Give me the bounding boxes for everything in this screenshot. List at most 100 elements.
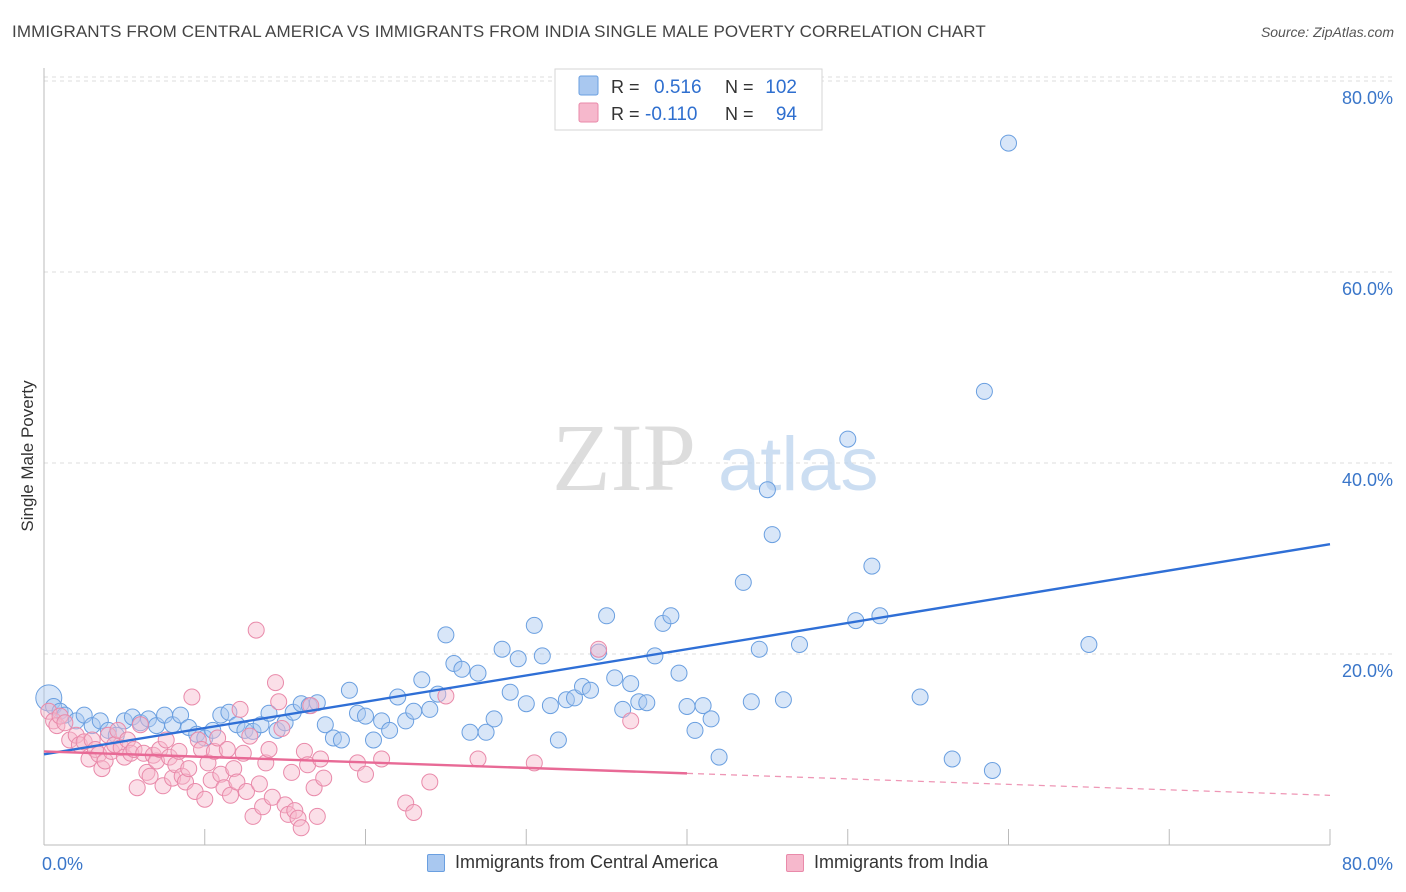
watermark: ZIP atlas xyxy=(552,404,879,511)
legend-swatch-pink xyxy=(578,102,599,123)
point-central-america-54 xyxy=(469,664,487,682)
bottom-legend: Immigrants from Central America Immigran… xyxy=(0,852,1406,878)
point-central-america-50 xyxy=(437,626,455,644)
legend-swatch-blue xyxy=(578,75,599,96)
point-india-28 xyxy=(141,767,159,785)
point-central-america-67 xyxy=(574,678,591,695)
point-india-0 xyxy=(40,702,58,720)
legend-marker-blue xyxy=(427,853,445,872)
point-india-48 xyxy=(205,742,223,760)
point-india-74 xyxy=(289,809,307,827)
point-india-80 xyxy=(308,807,326,825)
point-india-62 xyxy=(250,775,268,793)
point-central-america-55 xyxy=(477,723,495,741)
point-central-america-8 xyxy=(99,721,117,739)
point-india-84 xyxy=(357,765,374,783)
point-india-52 xyxy=(218,741,236,758)
point-central-america-71 xyxy=(606,669,624,687)
series-india-points xyxy=(40,621,640,837)
point-india-25 xyxy=(131,716,149,734)
watermark-zip: ZIP xyxy=(552,404,696,511)
point-central-america-59 xyxy=(509,650,527,668)
y-axis-title: Single Male Poverty xyxy=(18,380,37,532)
point-central-america-68 xyxy=(582,681,599,699)
point-central-america-37 xyxy=(332,731,350,749)
stats-legend: R = 0.516 N = 102 R = -0.110 N = 94 xyxy=(554,68,823,131)
point-central-america-38 xyxy=(340,681,358,699)
point-central-america-63 xyxy=(541,697,559,715)
point-india-49 xyxy=(209,729,227,747)
point-india-66 xyxy=(263,788,281,806)
x-tick-label-min: 0.0% xyxy=(42,854,83,874)
point-central-america-70 xyxy=(598,607,616,625)
point-india-47 xyxy=(202,771,220,789)
point-india-41 xyxy=(183,688,201,706)
point-central-america-82 xyxy=(694,697,712,715)
x-tick-label-max: 80.0% xyxy=(1342,854,1393,874)
point-central-america-35 xyxy=(316,716,334,734)
point-central-america-97 xyxy=(943,750,961,768)
point-central-america-52 xyxy=(453,660,471,678)
point-central-america-83 xyxy=(702,710,720,728)
y-tick-label-80: 80.0% xyxy=(1342,88,1393,108)
point-india-85 xyxy=(373,750,391,768)
legend-item-india: Immigrants from India xyxy=(786,852,988,873)
point-central-america-96 xyxy=(911,688,929,706)
point-india-24 xyxy=(128,779,146,797)
trend-line-central-america xyxy=(43,542,1331,756)
point-central-america-57 xyxy=(493,640,511,658)
point-central-america-81 xyxy=(686,721,704,739)
point-india-56 xyxy=(231,700,249,718)
point-india-92 xyxy=(590,640,608,658)
point-india-59 xyxy=(241,727,259,745)
point-central-america-100 xyxy=(1000,134,1017,152)
point-india-87 xyxy=(405,804,423,821)
point-india-90 xyxy=(469,750,487,768)
watermark-atlas: atlas xyxy=(718,422,879,507)
source-credit: Source: ZipAtlas.com xyxy=(1260,24,1394,40)
point-central-america-91 xyxy=(791,636,808,653)
point-central-america-61 xyxy=(525,616,543,634)
legend-n-value-blue: 102 xyxy=(765,77,797,98)
trend-line-india-dashed xyxy=(686,772,1331,796)
point-central-america-53 xyxy=(461,723,479,741)
trend-lines xyxy=(43,542,1331,796)
legend-n-label-blue: N = xyxy=(725,77,754,97)
point-india-67 xyxy=(267,674,284,692)
point-india-43 xyxy=(189,731,207,749)
point-central-america-92 xyxy=(839,430,857,448)
point-india-68 xyxy=(270,693,288,711)
point-central-america-79 xyxy=(670,664,688,682)
point-central-america-86 xyxy=(742,693,760,711)
point-central-america-46 xyxy=(405,702,423,720)
point-central-america-17 xyxy=(172,706,190,724)
point-central-america-80 xyxy=(678,698,696,715)
point-central-america-101 xyxy=(1080,636,1098,653)
legend-n-label-pink: N = xyxy=(725,104,754,124)
point-central-america-64 xyxy=(549,731,567,749)
point-india-65 xyxy=(260,741,278,758)
point-india-58 xyxy=(238,783,255,800)
point-india-69 xyxy=(273,720,291,737)
legend-n-value-pink: 94 xyxy=(776,104,798,125)
point-central-america-48 xyxy=(421,700,439,718)
y-tick-label-40: 40.0% xyxy=(1342,470,1393,490)
point-central-america-73 xyxy=(622,675,640,693)
legend-label-central-america: Immigrants from Central America xyxy=(455,852,719,872)
point-india-4 xyxy=(56,714,74,732)
legend-r-label-pink: R = xyxy=(611,104,640,124)
point-central-america-78 xyxy=(662,607,680,625)
point-india-88 xyxy=(421,773,439,791)
point-central-america-90 xyxy=(774,691,792,709)
point-central-america-6 xyxy=(83,717,101,735)
point-central-america-94 xyxy=(863,557,881,575)
point-central-america-85 xyxy=(734,573,752,591)
point-central-america-56 xyxy=(485,710,503,728)
x-axis-ticks xyxy=(43,829,1331,845)
y-tick-label-60: 60.0% xyxy=(1342,279,1393,299)
point-india-75 xyxy=(292,819,310,837)
point-india-54 xyxy=(225,760,243,778)
point-india-61 xyxy=(247,621,265,639)
point-india-70 xyxy=(276,796,294,814)
legend-r-value-pink: -0.110 xyxy=(645,104,697,125)
